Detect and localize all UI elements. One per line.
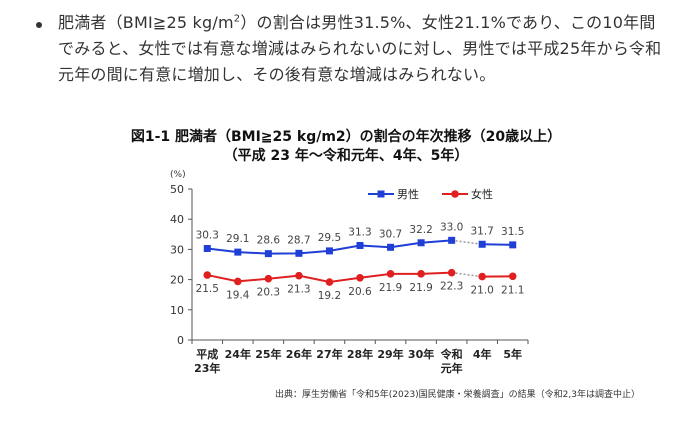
y-tick-label: 10 (170, 304, 184, 317)
data-label: 19.4 (226, 289, 250, 301)
data-label: 28.7 (287, 234, 310, 246)
data-label: 30.7 (379, 228, 402, 240)
bullet-paragraph: 肥満者（BMI≧25 kg/m2）の割合は男性31.5%、女性21.1%であり、… (36, 10, 666, 88)
data-point-female (356, 273, 364, 282)
data-label: 29.5 (318, 232, 341, 244)
data-label: 31.3 (348, 226, 371, 238)
paragraph-text: 肥満者（BMI≧25 kg/m2）の割合は男性31.5%、女性21.1%であり、… (58, 10, 666, 88)
legend-marker (451, 190, 459, 198)
x-tick-label: 5年 (503, 347, 522, 361)
data-label: 32.2 (409, 224, 432, 236)
data-point-female (417, 270, 425, 278)
data-label: 21.9 (409, 282, 432, 294)
legend-label: 女性 (471, 187, 493, 201)
data-label: 29.1 (226, 233, 249, 245)
data-point-male (264, 250, 272, 258)
data-point-female (234, 277, 242, 286)
x-tick-label: 26年 (286, 347, 312, 361)
x-tick-label: 元年 (441, 361, 463, 375)
data-label: 31.5 (501, 226, 524, 238)
x-tick-label: 平成 (196, 347, 218, 361)
data-label: 21.1 (501, 284, 524, 296)
data-label: 20.3 (257, 287, 280, 299)
data-label: 21.0 (470, 285, 493, 297)
legend-marker (377, 190, 385, 198)
series-gap-line-0 (451, 239, 483, 246)
x-tick-label: 25年 (255, 347, 281, 361)
data-point-male (448, 236, 456, 244)
y-tick-label: 50 (170, 183, 184, 196)
data-label: 33.0 (440, 221, 463, 233)
data-point-male (295, 249, 303, 257)
data-point-male (234, 248, 242, 256)
data-point-male (478, 240, 486, 248)
data-label: 31.7 (470, 225, 493, 237)
series-gap-line-1 (451, 271, 483, 278)
x-tick-label: 30年 (408, 347, 434, 361)
y-tick-label: 0 (177, 334, 184, 347)
data-label: 30.3 (196, 229, 219, 241)
x-tick-label: 29年 (377, 347, 403, 361)
data-point-female (264, 274, 273, 283)
chart-source: 出典：厚生労働省「令和5年(2023)国民健康・栄養調査」の結果（令和2,3年は… (275, 390, 640, 400)
data-point-male (203, 244, 211, 252)
data-label: 22.3 (440, 281, 463, 293)
data-point-female (325, 278, 334, 286)
data-label: 21.3 (287, 284, 310, 296)
series-line-0 (482, 243, 513, 246)
y-tick-label: 20 (170, 274, 184, 287)
paragraph-superscript: 2 (233, 13, 241, 25)
data-point-female (447, 268, 456, 277)
data-point-female (295, 271, 303, 280)
data-point-female (478, 272, 486, 281)
data-label: 19.2 (318, 290, 341, 302)
data-label: 21.9 (379, 282, 402, 294)
chart-subtitle: （平成 23 年～令和元年、4年、5年） (223, 148, 469, 164)
x-tick-label: 令和 (440, 347, 463, 361)
data-point-male (356, 241, 364, 249)
data-label: 20.6 (348, 286, 372, 298)
y-tick-label: 30 (170, 243, 184, 256)
data-point-male (325, 247, 333, 255)
data-point-female (386, 270, 395, 278)
x-tick-label: 24年 (225, 347, 251, 361)
data-point-female (203, 271, 212, 279)
legend-label: 男性 (397, 187, 419, 201)
y-axis-label: (%) (170, 170, 186, 180)
x-tick-label: 27年 (316, 347, 342, 361)
data-point-female (508, 272, 517, 281)
x-tick-label: 23年 (194, 361, 220, 375)
data-point-male (509, 241, 517, 249)
data-point-male (417, 239, 425, 247)
paragraph-part2: ）の割合は男性31.5%、女性21.1%であり、この10年間でみると、女性では有… (58, 13, 662, 84)
data-label: 21.5 (196, 283, 219, 295)
x-tick-label: 4年 (473, 347, 492, 361)
chart-title: 図1-1 肥満者（BMI≧25 kg/m2）の割合の年次推移（20歳以上） (130, 129, 562, 145)
paragraph-part1: 肥満者（BMI≧25 kg/m (58, 13, 234, 32)
x-tick-label: 28年 (347, 347, 373, 361)
bullet-dot-icon (36, 22, 42, 28)
data-point-male (387, 243, 395, 251)
y-tick-label: 40 (170, 213, 184, 226)
data-label: 28.6 (257, 235, 281, 247)
